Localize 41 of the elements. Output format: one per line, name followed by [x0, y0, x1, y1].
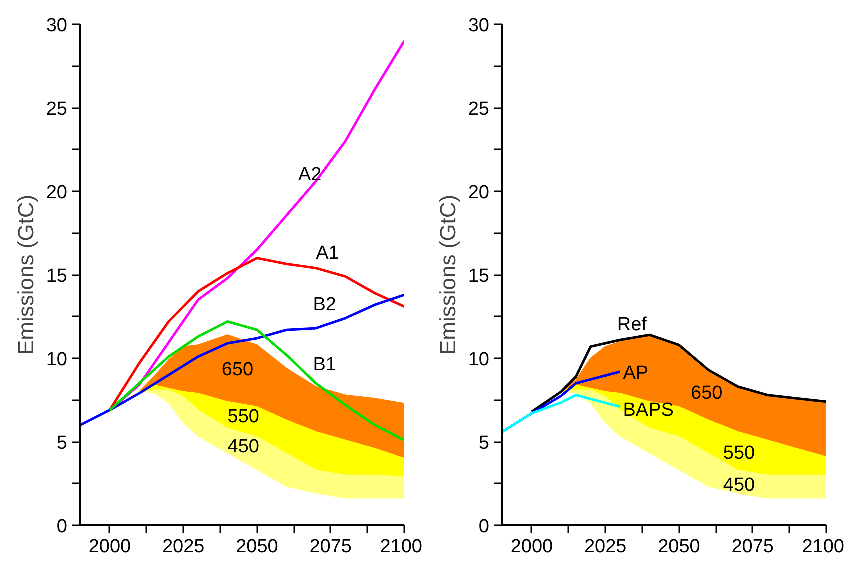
series-label: 550 [723, 443, 756, 464]
y-tick-label: 5 [56, 433, 68, 454]
y-tick-label: 0 [56, 516, 68, 538]
series-label: 650 [691, 382, 723, 404]
y-tick-label: 30 [46, 16, 68, 36]
series-label: A1 [316, 242, 340, 264]
series-label: 450 [723, 474, 756, 496]
x-tick-label: 2025 [584, 536, 627, 558]
series-label: Ref [617, 314, 648, 336]
y-tick-label: 25 [468, 99, 490, 120]
x-tick-label: 2100 [802, 536, 844, 558]
series-label: AP [623, 363, 649, 384]
x-tick-label: 2075 [310, 536, 352, 558]
line-series [502, 394, 622, 434]
series-label: 450 [228, 436, 260, 458]
series-label: 650 [222, 360, 254, 381]
series-label: A2 [298, 164, 322, 186]
series-label: B1 [313, 354, 336, 376]
x-tick-label: 2025 [162, 536, 205, 558]
x-tick-label: 2000 [88, 536, 132, 558]
x-tick-label: 2050 [658, 536, 700, 558]
x-tick-label: 2075 [732, 536, 774, 558]
x-tick-label: 2000 [510, 536, 554, 558]
x-tick-label: 2100 [380, 536, 423, 558]
y-tick-label: 20 [46, 182, 68, 204]
y-tick-label: 20 [468, 182, 490, 204]
y-tick-label: 25 [46, 99, 68, 120]
line-series [80, 294, 404, 427]
y-tick-label: 30 [468, 16, 490, 36]
x-tick-label: 2050 [236, 536, 278, 558]
y-axis-title: Emissions (GtC) [435, 194, 460, 356]
y-tick-label: 10 [46, 350, 68, 370]
y-tick-label: 15 [468, 266, 490, 287]
y-tick-label: 0 [478, 516, 490, 538]
y-tick-label: 5 [478, 433, 490, 454]
y-tick-label: 15 [46, 266, 68, 287]
y-tick-label: 10 [468, 350, 490, 370]
y-axis-title: Emissions (GtC) [13, 194, 38, 356]
series-label: B2 [313, 294, 336, 316]
series-label: BAPS [623, 400, 674, 421]
series-label: 550 [228, 406, 260, 428]
